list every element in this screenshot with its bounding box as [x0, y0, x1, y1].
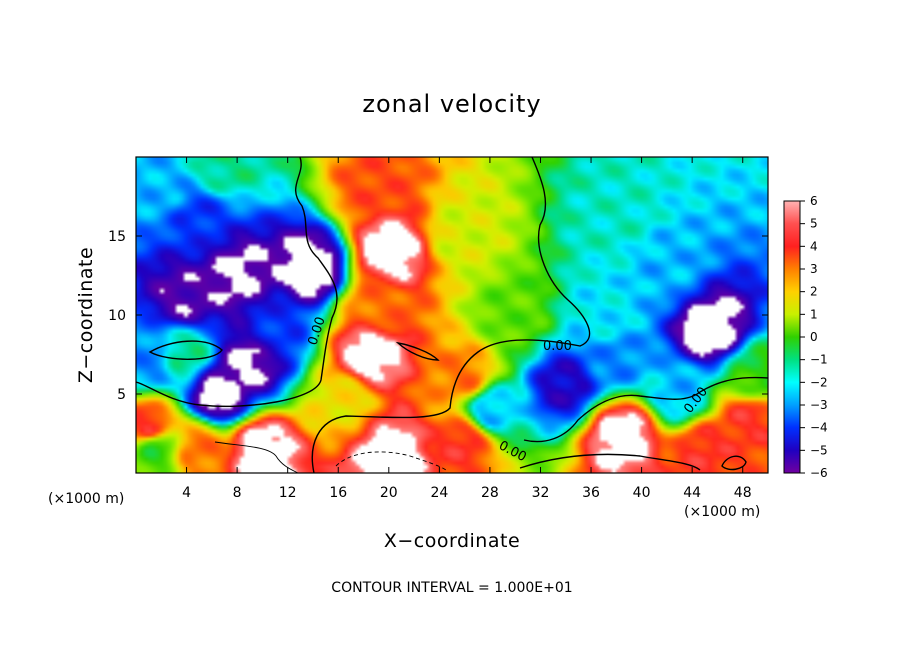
colorbar-tick-label: 6 [810, 194, 818, 208]
colorbar-tick-label: 1 [810, 307, 818, 321]
colorbar-tick-label: −4 [810, 421, 828, 435]
colorbar-tick-label: −6 [810, 466, 828, 480]
colorbar-tick-label: 2 [810, 285, 818, 299]
x-tick-label: 40 [633, 485, 651, 501]
x-tick-label: 32 [532, 485, 550, 501]
x-tick-label: 20 [380, 485, 398, 501]
colorbar [783, 200, 801, 474]
x-tick-label: 48 [734, 485, 752, 501]
zero-contour-small-b [395, 341, 440, 361]
colorbar-ticks: 6 5 4 3 2 1 0 −1 −2 −3 −4 −5 −6 [800, 194, 828, 480]
colorbar-tick-label: 4 [810, 239, 818, 253]
x-tick-label: 12 [279, 485, 297, 501]
zero-contour-middle [311, 157, 591, 473]
contour-dashed [335, 451, 447, 471]
velocity-heatmap [136, 157, 768, 473]
x-multiplier-left: (×1000 m) [48, 491, 124, 507]
colorbar-tick-label: 5 [810, 217, 818, 231]
x-axis: 4 8 12 16 20 24 28 32 36 40 44 48 [182, 157, 752, 501]
x-tick-label: 36 [582, 485, 600, 501]
zero-contour-right [523, 376, 768, 443]
x-tick-label: 44 [683, 485, 701, 501]
colorbar-tick-label: 3 [810, 262, 818, 276]
y-axis: 5 10 15 [108, 229, 768, 403]
colorbar-tick-label: −3 [810, 398, 828, 412]
y-tick-label: 15 [108, 229, 126, 245]
y-tick-label: 5 [117, 387, 126, 403]
zero-contour-small-a [148, 340, 223, 360]
zero-contour-left [136, 157, 338, 407]
x-tick-label: 8 [233, 485, 242, 501]
x-multiplier-right: (×1000 m) [684, 504, 760, 520]
colorbar-tick-label: −2 [810, 375, 828, 389]
colorbar-tick-label: 0 [810, 330, 818, 344]
zero-contours [136, 157, 768, 473]
x-tick-label: 28 [481, 485, 499, 501]
contour-thin-left [214, 441, 299, 473]
chart-title: zonal velocity [362, 90, 541, 118]
contour-interval-note: CONTOUR INTERVAL = 1.000E+01 [331, 580, 572, 596]
y-axis-label: Z−coordinate [75, 247, 97, 383]
zero-contour-bottom [519, 453, 701, 471]
contour-label-1: 0.00 [543, 339, 572, 354]
x-tick-label: 24 [430, 485, 448, 501]
colorbar-tick-label: −5 [810, 443, 828, 457]
x-axis-label: X−coordinate [384, 530, 520, 552]
zero-contour-small-c [721, 455, 747, 471]
x-tick-label: 16 [329, 485, 347, 501]
colorbar-tick-label: −1 [810, 353, 828, 367]
x-tick-label: 4 [182, 485, 191, 501]
y-tick-label: 10 [108, 308, 126, 324]
